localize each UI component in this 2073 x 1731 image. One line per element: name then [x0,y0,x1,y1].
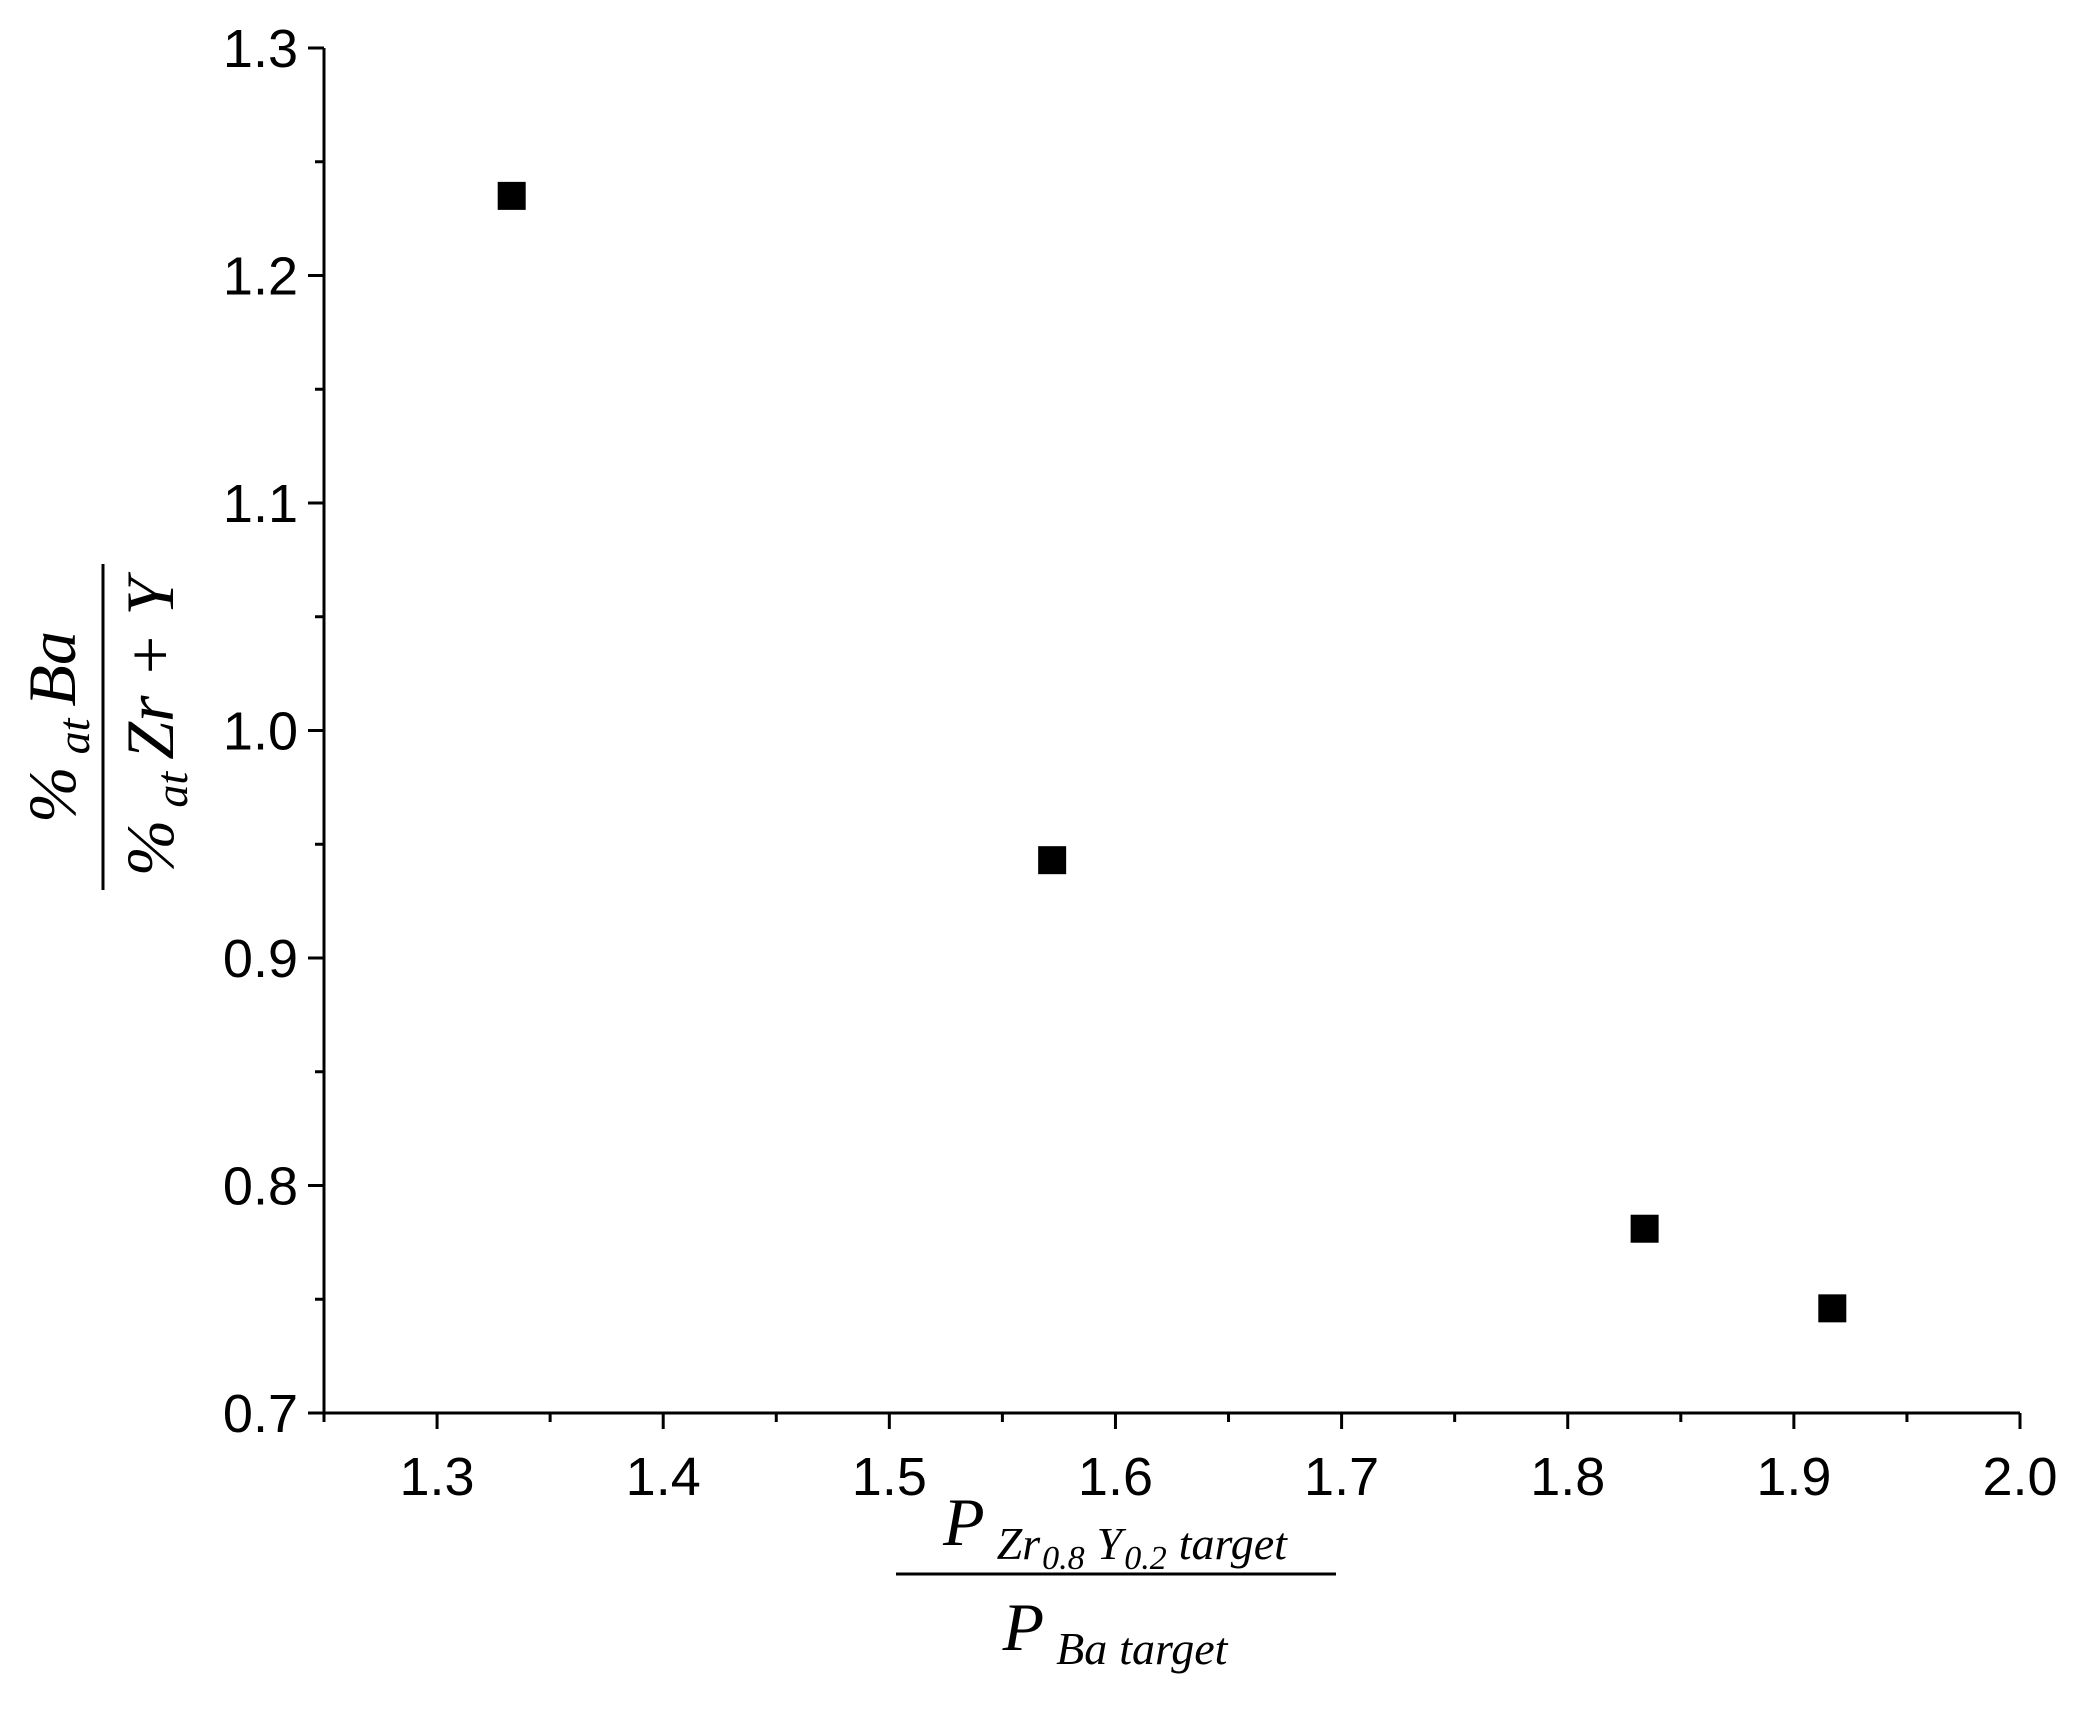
y-tick-label: 1.3 [223,19,298,79]
data-point [1038,846,1067,875]
y-label-denominator-part: at [146,771,197,808]
x-label-numerator-part: target [1179,1518,1288,1569]
y-label-numerator-part: Ba [14,631,90,707]
x-label-numerator-part: P [942,1484,985,1560]
data-point [1630,1214,1659,1243]
x-label-denominator-part: P [1002,1589,1045,1665]
x-label-numerator-part: 0.2 [1124,1540,1167,1577]
y-axis-label: % at Ba% at Zr + Y [14,564,197,890]
y-label-denominator: % at Zr + Y [112,572,197,877]
data-point [1818,1294,1847,1323]
x-tick-label: 1.6 [1078,1447,1153,1507]
x-label-denominator-part: Ba [1056,1623,1107,1674]
x-tick-label: 1.4 [626,1447,701,1507]
data-point [497,181,526,210]
y-tick-label: 1.1 [223,474,298,534]
x-tick-label: 1.9 [1756,1447,1831,1507]
x-tick-label: 1.3 [400,1447,475,1507]
x-tick-label: 1.5 [852,1447,927,1507]
y-label-numerator-part: at [48,717,99,754]
x-label-numerator-part: 0.8 [1042,1540,1085,1577]
y-label-denominator-part: % [112,820,188,877]
y-label-numerator: % at Ba [14,631,99,823]
x-label-numerator-part: Y [1097,1518,1127,1569]
x-tick-label: 1.7 [1304,1447,1379,1507]
x-label-numerator-part: Zr [997,1518,1042,1569]
y-tick-label: 0.7 [223,1384,298,1444]
y-tick-label: 1.0 [223,702,298,762]
y-label-numerator-part: % [14,766,90,823]
y-tick-label: 0.8 [223,1157,298,1217]
x-label-denominator: P Ba target [1002,1589,1229,1674]
y-tick-label: 1.2 [223,247,298,307]
x-tick-label: 2.0 [1982,1447,2057,1507]
y-label-denominator-part: Zr + Y [112,572,188,760]
x-label-denominator-part: target [1119,1623,1228,1674]
x-label-numerator: P Zr0.8 Y0.2 target [942,1484,1288,1577]
x-tick-label: 1.8 [1530,1447,1605,1507]
y-tick-label: 0.9 [223,929,298,989]
